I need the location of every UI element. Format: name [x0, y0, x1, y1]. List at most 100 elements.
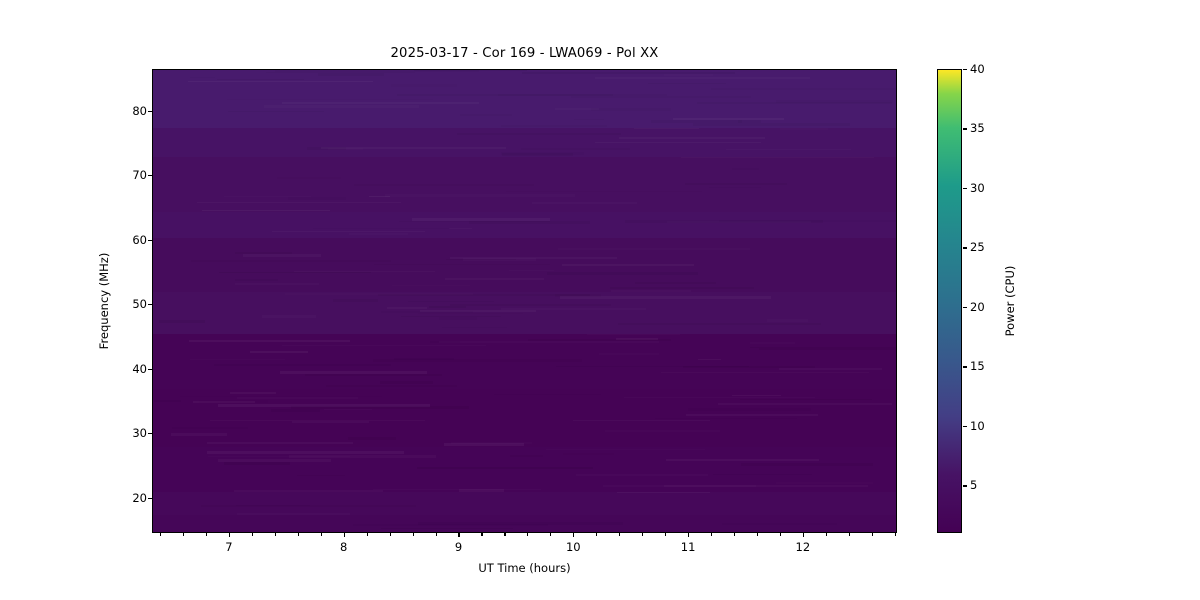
- x-minor-tick-mark: [320, 533, 322, 536]
- heatmap-streak: [401, 316, 501, 317]
- y-tick-mark: [148, 433, 152, 435]
- heatmap-streak: [191, 260, 390, 262]
- heatmap-streak: [510, 455, 544, 457]
- heatmap-streak: [288, 197, 346, 200]
- colorbar-axes[interactable]: [937, 69, 962, 533]
- page-title: 2025-03-17 - Cor 169 - LWA069 - Pol XX: [390, 46, 659, 61]
- heatmap-streak: [348, 437, 396, 440]
- heatmap-streak: [693, 123, 850, 126]
- heatmap-streak: [709, 187, 761, 188]
- y-tick-label: 60: [132, 232, 147, 247]
- heatmap-streak: [463, 258, 536, 261]
- heatmap-image: [153, 70, 896, 532]
- heatmap-streak: [459, 489, 504, 492]
- heatmap-streak: [454, 531, 479, 532]
- x-minor-tick-mark: [205, 533, 208, 536]
- heatmap-streak: [439, 341, 659, 343]
- spectrogram-axes[interactable]: [152, 69, 897, 533]
- y-tick-label: 80: [132, 103, 147, 118]
- x-tick-label: 8: [340, 540, 348, 554]
- heatmap-streak: [618, 323, 821, 325]
- heatmap-band: [153, 292, 896, 335]
- heatmap-streak: [439, 317, 477, 320]
- heatmap-streak: [277, 177, 341, 179]
- x-minor-tick-mark: [412, 533, 414, 536]
- heatmap-streak: [750, 347, 897, 348]
- heatmap-streak: [235, 283, 320, 285]
- heatmap-streak: [681, 157, 873, 158]
- heatmap-streak: [380, 380, 434, 384]
- x-tick-mark: [573, 533, 575, 537]
- heatmap-streak: [664, 74, 713, 76]
- heatmap-streak: [321, 147, 507, 149]
- heatmap-streak: [506, 191, 702, 192]
- heatmap-streak: [387, 307, 426, 309]
- heatmap-streak: [214, 364, 391, 366]
- colorbar-tick-mark: [963, 485, 967, 487]
- heatmap-band: [153, 514, 896, 532]
- heatmap-streak: [615, 338, 658, 341]
- heatmap-streak: [172, 427, 248, 429]
- heatmap-streak: [377, 293, 591, 296]
- heatmap-streak: [208, 456, 350, 457]
- heatmap-streak: [369, 196, 390, 198]
- heatmap-streak: [353, 524, 549, 526]
- heatmap-streak: [722, 523, 836, 525]
- heatmap-streak: [685, 183, 788, 186]
- heatmap-streak: [732, 168, 760, 170]
- heatmap-streak: [414, 70, 528, 72]
- heatmap-streak: [297, 475, 345, 476]
- colorbar-tick-mark: [963, 128, 967, 130]
- colorbar-tick-label: 10: [970, 418, 985, 433]
- heatmap-streak: [201, 210, 331, 212]
- colorbar-label: Power (CPU): [1003, 265, 1017, 337]
- heatmap-streak: [661, 372, 870, 373]
- y-tick-label: 40: [132, 361, 147, 376]
- heatmap-streak: [219, 272, 371, 274]
- x-tick-label: 10: [565, 540, 581, 554]
- x-tick-mark: [458, 533, 460, 537]
- x-minor-tick-mark: [642, 533, 644, 536]
- heatmap-streak: [291, 405, 469, 409]
- x-minor-tick-mark: [527, 533, 529, 536]
- heatmap-streak: [562, 264, 694, 266]
- y-tick-label: 50: [132, 297, 147, 312]
- x-tick-mark: [228, 533, 230, 537]
- heatmap-streak: [188, 80, 373, 82]
- heatmap-streak: [349, 233, 408, 235]
- y-tick-mark: [148, 175, 152, 177]
- heatmap-streak: [619, 137, 765, 139]
- x-minor-tick-mark: [274, 533, 276, 536]
- x-minor-tick-mark: [550, 533, 552, 536]
- heatmap-streak: [197, 202, 401, 203]
- heatmap-streak: [574, 119, 604, 120]
- y-tick-label: 30: [132, 426, 147, 441]
- heatmap-streak: [726, 149, 851, 150]
- heatmap-streak: [576, 474, 707, 476]
- colorbar-tick-label: 30: [970, 180, 985, 195]
- colorbar-gradient: [938, 70, 961, 532]
- heatmap-streak: [610, 287, 753, 289]
- heatmap-streak: [556, 366, 749, 367]
- heatmap-streak: [192, 400, 255, 403]
- heatmap-streak: [750, 342, 795, 344]
- y-tick-mark: [148, 497, 152, 499]
- x-minor-tick-mark: [366, 533, 368, 536]
- heatmap-streak: [595, 77, 810, 79]
- heatmap-streak: [282, 102, 480, 104]
- heatmap-streak: [617, 492, 710, 494]
- x-minor-tick-mark: [894, 533, 896, 536]
- heatmap-streak: [188, 340, 350, 343]
- x-minor-tick-mark: [825, 533, 827, 536]
- y-tick-mark: [148, 110, 152, 112]
- heatmap-streak: [532, 202, 636, 204]
- y-tick-label: 70: [132, 168, 147, 183]
- heatmap-streak: [501, 125, 607, 127]
- heatmap-streak: [154, 400, 181, 402]
- x-minor-tick-mark: [504, 533, 506, 536]
- x-minor-tick-mark: [733, 533, 736, 536]
- colorbar-tick-mark: [963, 366, 967, 368]
- x-minor-tick-mark: [665, 533, 667, 536]
- heatmap-streak: [501, 308, 645, 310]
